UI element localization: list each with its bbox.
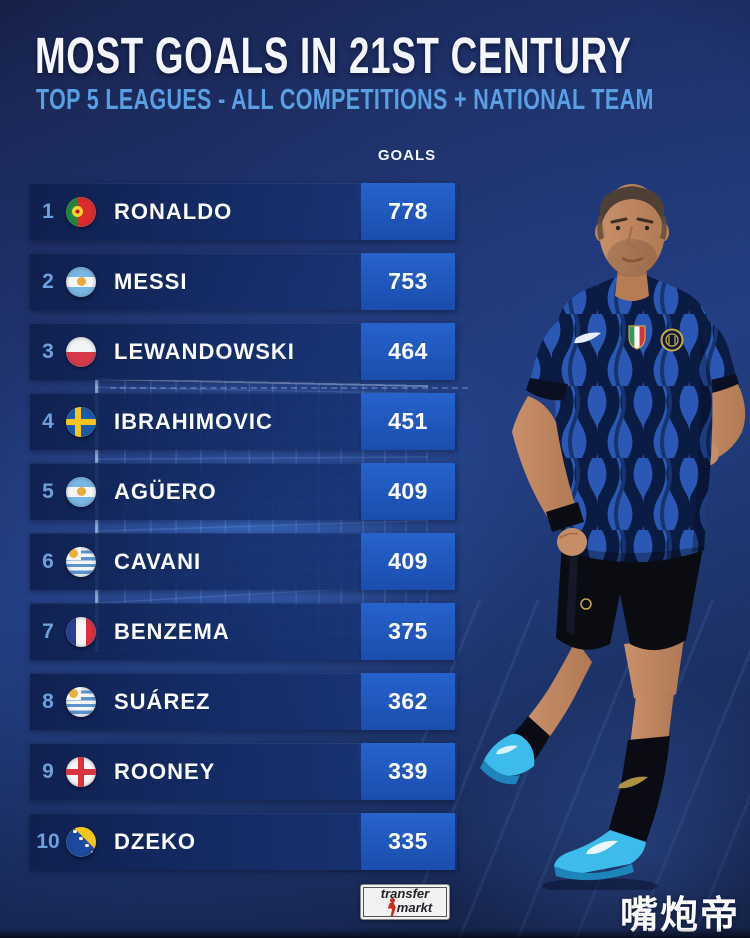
- goals-value: 362: [359, 673, 457, 730]
- player-name: ROONEY: [114, 758, 216, 784]
- player-name: LEWANDOWSKI: [114, 338, 295, 364]
- ranking-row: 6 CAVANI 409: [30, 533, 457, 590]
- country-flag-icon-uruguay: [66, 686, 96, 717]
- inter-crest: [660, 328, 684, 352]
- goals-value: 778: [359, 183, 457, 240]
- goals-value: 339: [359, 743, 457, 800]
- rank-number: 8: [42, 689, 54, 713]
- country-flag-icon-sweden: [66, 406, 96, 437]
- rank-number: 2: [42, 269, 54, 293]
- country-flag-icon-argentina: [66, 266, 96, 297]
- rank-number: 4: [42, 409, 54, 433]
- transfermarkt-logo-line2: markt: [396, 900, 433, 915]
- rank-number: 3: [42, 339, 54, 363]
- ranking-row: 9 ROONEY 339: [30, 743, 457, 800]
- player-name: BENZEMA: [114, 618, 230, 644]
- bottom-fade: [0, 928, 750, 938]
- country-flag-icon-poland: [66, 336, 96, 367]
- goals-value: 409: [359, 463, 457, 520]
- goals-value: 753: [359, 253, 457, 310]
- goal-crossbar-line: [110, 387, 468, 389]
- transfermarkt-logo: transfer markt: [360, 884, 450, 920]
- goals-value: 451: [359, 393, 457, 450]
- goals-value: 409: [359, 533, 457, 590]
- ranking-row: 5 AGÜERO 409: [30, 463, 457, 520]
- player-name: RONALDO: [114, 198, 233, 224]
- ranking-row: 7 BENZEMA 375: [30, 603, 457, 660]
- player-name: IBRAHIMOVIC: [114, 408, 273, 434]
- goals-value: 375: [359, 603, 457, 660]
- goals-column-header: GOALS: [377, 147, 437, 164]
- rank-number: 10: [36, 829, 60, 853]
- goals-value: 464: [359, 323, 457, 380]
- ranking-row: 4 IBRAHIMOVIC 451: [30, 393, 457, 450]
- ranking-row: 2 MESSI 753: [30, 253, 457, 310]
- rank-number: 9: [42, 759, 54, 783]
- country-flag-icon-portugal: [66, 196, 96, 227]
- kicking-player-icon: [388, 898, 396, 916]
- player-name: AGÜERO: [114, 478, 217, 504]
- rank-number: 6: [42, 549, 54, 573]
- ranking-row: 3 LEWANDOWSKI 464: [30, 323, 457, 380]
- player-name: DZEKO: [114, 828, 196, 854]
- country-flag-icon-france: [66, 616, 96, 647]
- page-title: MOST GOALS IN 21ST CENTURY: [35, 27, 632, 84]
- country-flag-icon-bosnia: [66, 826, 96, 857]
- player-name: SUÁREZ: [114, 688, 211, 714]
- player-photo: [480, 184, 746, 890]
- player-name: MESSI: [114, 268, 188, 294]
- country-flag-icon-argentina: [66, 476, 96, 507]
- country-flag-icon-uruguay: [66, 546, 96, 577]
- rank-number: 7: [42, 619, 54, 643]
- ranking-row: 10 DZEKO 335: [30, 813, 457, 870]
- rank-number: 5: [42, 479, 54, 503]
- page-subtitle: TOP 5 LEAGUES - ALL COMPETITIONS + NATIO…: [36, 84, 654, 116]
- country-flag-icon-england: [66, 756, 96, 787]
- ranking-row: 8 SUÁREZ 362: [30, 673, 457, 730]
- goals-value: 335: [359, 813, 457, 870]
- ranking-list: 1 RONALDO 778 2 MESSI 753 3 LEWANDOWSKI …: [30, 183, 457, 883]
- player-name: CAVANI: [114, 548, 202, 574]
- rank-number: 1: [42, 199, 54, 223]
- ranking-row: 1 RONALDO 778: [30, 183, 457, 240]
